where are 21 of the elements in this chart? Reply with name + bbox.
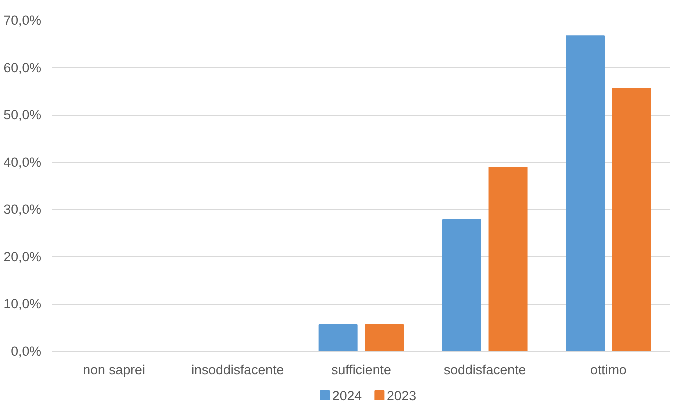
y-tick-label: 50,0%	[4, 108, 42, 123]
bar	[318, 324, 358, 352]
y-tick-label: 0,0%	[11, 344, 42, 359]
bar	[442, 220, 482, 352]
y-tick-label: 20,0%	[4, 249, 42, 264]
x-tick-label: insoddisfacente	[192, 362, 284, 378]
x-tick-label: sufficiente	[332, 362, 392, 378]
bar	[365, 324, 404, 352]
bar	[488, 167, 528, 352]
legend-label: 2023	[386, 388, 417, 404]
y-tick-label: 70,0%	[4, 13, 42, 28]
x-tick-label: soddisfacente	[444, 362, 526, 378]
x-tick-label: ottimo	[590, 362, 627, 378]
bar	[566, 36, 606, 352]
x-tick-label: non saprei	[83, 362, 146, 378]
bar	[612, 88, 652, 352]
legend-label: 2024	[332, 388, 363, 404]
y-tick-label: 10,0%	[4, 296, 42, 312]
y-tick-label: 40,0%	[4, 154, 42, 170]
y-tick-label: 30,0%	[4, 202, 42, 218]
y-tick-label: 60,0%	[4, 60, 42, 76]
